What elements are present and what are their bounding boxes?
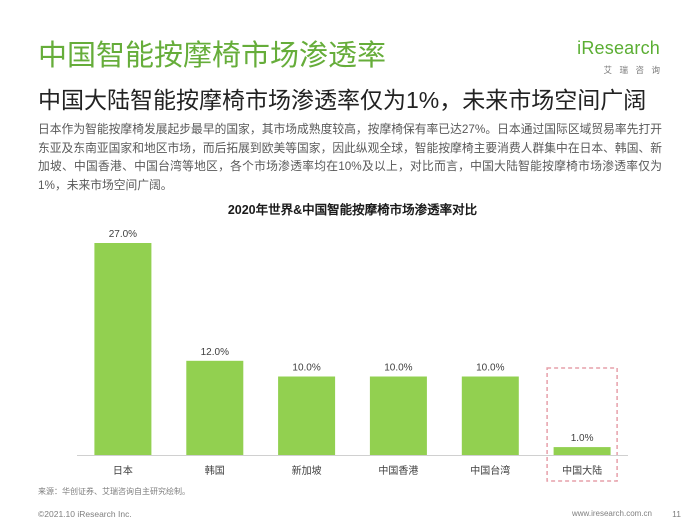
bar-6 [553,447,611,455]
bar-chart: 27.0% 12.0% 10.0% 10.0% 10.0% 1.0% 日本 韩国 新加坡 中国香港… [77,229,628,482]
body-paragraph: 日本作为智能按摩椅发展起步最早的国家，其市场成熟度较高，按摩椅保有率已达27%。… [38,123,662,192]
data-label-3: 10.0% [292,363,320,374]
category-label-2: 韩国 [205,464,225,477]
data-label-1: 27.0% [109,229,137,240]
bar-1 [94,243,152,455]
chart-title: 2020年世界&中国智能按摩椅市场渗透率对比 [227,203,478,217]
logo-tagline: 艾瑞咨询 [603,65,668,75]
source-note: 来源：华创证券、艾瑞咨询自主研究绘制。 [38,487,190,496]
category-label-4: 中国香港 [378,464,418,477]
category-label-5: 中国台湾 [470,464,510,477]
bar-5 [461,376,519,455]
category-labels-group: 日本 韩国 新加坡 中国香港 中国台湾 中国大陆 [113,464,602,477]
category-label-6: 中国大陆 [562,464,602,477]
data-label-5: 10.0% [476,363,504,374]
data-label-4: 10.0% [384,363,412,374]
bar-4 [369,376,427,455]
category-label-1: 日本 [113,464,133,477]
category-label-3: 新加坡 [292,464,322,477]
bar-2 [186,360,244,455]
page-number: 11 [672,509,681,519]
iresearch-logo: iResearch 艾瑞咨询 [577,37,660,75]
highlight-box [546,367,618,482]
page-subtitle: 中国大陆智能按摩椅市场渗透率仅为1%，未来市场空间广阔 [38,87,647,113]
data-label-6: 1.0% [571,433,594,444]
logo-wordmark: iResearch [577,38,660,58]
website-url: www.iresearch.com.cn [571,509,652,518]
bars-group [94,243,611,455]
data-labels-group: 27.0% 12.0% 10.0% 10.0% 10.0% 1.0% [109,229,594,444]
data-label-2: 12.0% [201,347,229,358]
copyright-text: ©2021.10 iResearch Inc. [38,509,132,519]
page-title: 中国智能按摩椅市场渗透率 [38,40,387,72]
bar-3 [278,376,336,455]
